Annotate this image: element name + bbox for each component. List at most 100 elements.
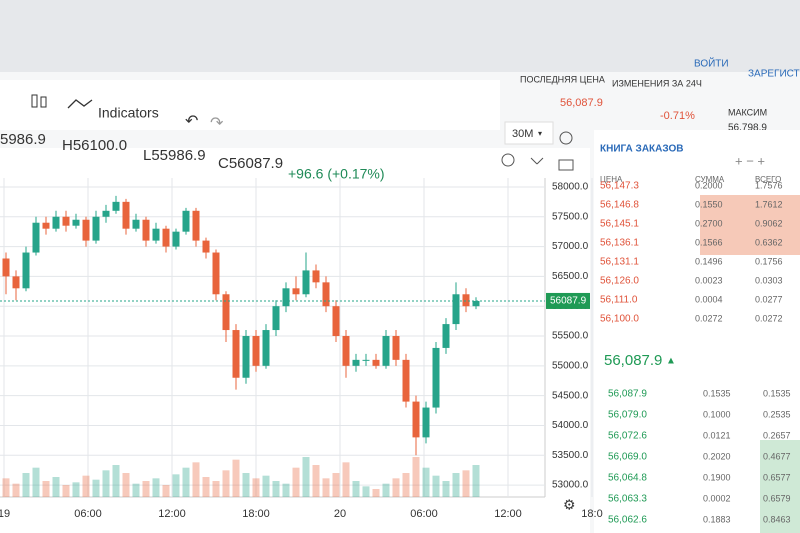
- max: 56,798.9: [728, 123, 767, 134]
- volume-bar: [122, 473, 130, 497]
- volume-bar: [392, 478, 400, 497]
- volume-bar: [62, 485, 70, 497]
- candle-body: [32, 222, 40, 253]
- y-tick-label: 57500.0: [552, 211, 589, 222]
- candle-body: [52, 216, 60, 229]
- fullscreen-icon[interactable]: [530, 157, 544, 165]
- volume-bar: [282, 483, 290, 497]
- ask-amount: 0.1550: [695, 199, 723, 209]
- volume-bar: [242, 473, 250, 497]
- reset-icon[interactable]: [559, 131, 573, 145]
- indicators-button[interactable]: Indicators: [98, 105, 159, 121]
- ask-amount: 0.0023: [695, 275, 723, 285]
- candle-body: [92, 216, 100, 241]
- volume-bar: [472, 465, 480, 497]
- last-price-label: 56087.9: [550, 296, 587, 307]
- y-tick-label: 55000.0: [552, 360, 589, 371]
- column-header: СУММА: [695, 175, 725, 184]
- candle-body: [2, 258, 10, 277]
- bid-amount: 0.0121: [703, 430, 731, 440]
- candle-body: [302, 270, 310, 295]
- y-tick-label: 58000.0: [552, 182, 589, 193]
- register[interactable]: ЗАРЕГИСТР: [748, 69, 800, 80]
- ask-amount: 0.0277: [755, 294, 783, 304]
- bid-price: 56,079.0: [608, 410, 647, 421]
- bid-amount: 0.2657: [763, 430, 791, 440]
- volume-bar: [362, 486, 370, 497]
- candle-body: [192, 210, 200, 241]
- volume-bar: [42, 481, 50, 497]
- ask-amount: 0.1566: [695, 237, 723, 247]
- volume-bar: [72, 482, 80, 497]
- ask-price: 56,136.1: [600, 238, 639, 249]
- login[interactable]: ВОЙТИ: [694, 57, 729, 70]
- ask-price: 56,126.0: [600, 276, 639, 287]
- column-header: ВСЕГО: [755, 175, 781, 184]
- volume-bar: [172, 474, 180, 497]
- ohlc-open: 5986.9: [0, 131, 46, 148]
- ask-amount: 0.2000: [695, 180, 723, 190]
- ask-price: 56,147.3: [600, 181, 639, 192]
- candle-body: [232, 330, 240, 378]
- ask-price: 56,111.0: [600, 295, 638, 306]
- settings-icon[interactable]: [501, 153, 515, 167]
- bid-amount: 0.1535: [703, 388, 731, 398]
- candle-body: [412, 401, 420, 438]
- column-header: ЦЕНА: [600, 175, 623, 184]
- volume-bar: [252, 478, 260, 497]
- candle-body: [442, 324, 450, 348]
- ask-amount: 0.1496: [695, 256, 723, 266]
- ohlc-close: C56087.9: [218, 155, 283, 172]
- bid-amount: 0.8463: [763, 514, 791, 524]
- volume-bar: [202, 477, 210, 497]
- axis-settings[interactable]: ⚙: [563, 497, 576, 513]
- volume-bar: [302, 457, 310, 497]
- candle-body: [392, 336, 400, 360]
- order-book-title: КНИГА ЗАКАЗОВ: [600, 144, 684, 155]
- volume-bar: [382, 483, 390, 497]
- candle-body: [122, 201, 130, 229]
- candle-body: [172, 231, 180, 247]
- redo[interactable]: ↷: [210, 115, 224, 132]
- candle-body: [382, 336, 390, 366]
- candle-body: [222, 294, 230, 331]
- volume-bar: [322, 478, 330, 497]
- last-price-tag: [546, 292, 590, 309]
- volume-bar: [192, 462, 200, 497]
- candle-body: [142, 219, 150, 241]
- bid-amount: 0.1900: [703, 472, 731, 482]
- undo[interactable]: ↶: [185, 113, 198, 130]
- volume-bar: [262, 475, 270, 497]
- ohlc-low: L55986.9: [143, 147, 206, 164]
- volume-bar: [32, 467, 40, 497]
- candle-body: [252, 336, 260, 366]
- candle-body: [272, 306, 280, 331]
- bid-amount: 0.1000: [703, 409, 731, 419]
- candle-body: [262, 330, 270, 366]
- y-tick-label: 54500.0: [552, 390, 589, 401]
- volume-bar: [22, 473, 30, 497]
- snapshot-icon[interactable]: [558, 159, 574, 171]
- ask-price: 56,146.8: [600, 200, 639, 211]
- candle-body: [352, 359, 360, 366]
- candle-body: [282, 288, 290, 307]
- interval-caret: ▾: [538, 129, 542, 138]
- candle-body: [182, 210, 190, 232]
- bid-amount: 0.4677: [763, 451, 791, 461]
- x-tick-label: 12:00: [494, 508, 522, 520]
- volume-bar: [442, 481, 450, 497]
- y-tick-label: 57000.0: [552, 241, 589, 252]
- candle-body: [422, 407, 430, 438]
- toolbar: [0, 80, 500, 130]
- interval-box[interactable]: [504, 121, 554, 145]
- candle-body: [202, 240, 210, 253]
- candle-icon[interactable]: [31, 94, 47, 108]
- candle-body: [432, 347, 440, 408]
- indicators-icon[interactable]: [67, 99, 93, 109]
- candle-body: [242, 336, 250, 378]
- interval[interactable]: 30M: [512, 128, 533, 140]
- order-book-controls[interactable]: + − +: [735, 153, 765, 168]
- candle-body: [62, 216, 70, 226]
- candle-body: [362, 359, 370, 361]
